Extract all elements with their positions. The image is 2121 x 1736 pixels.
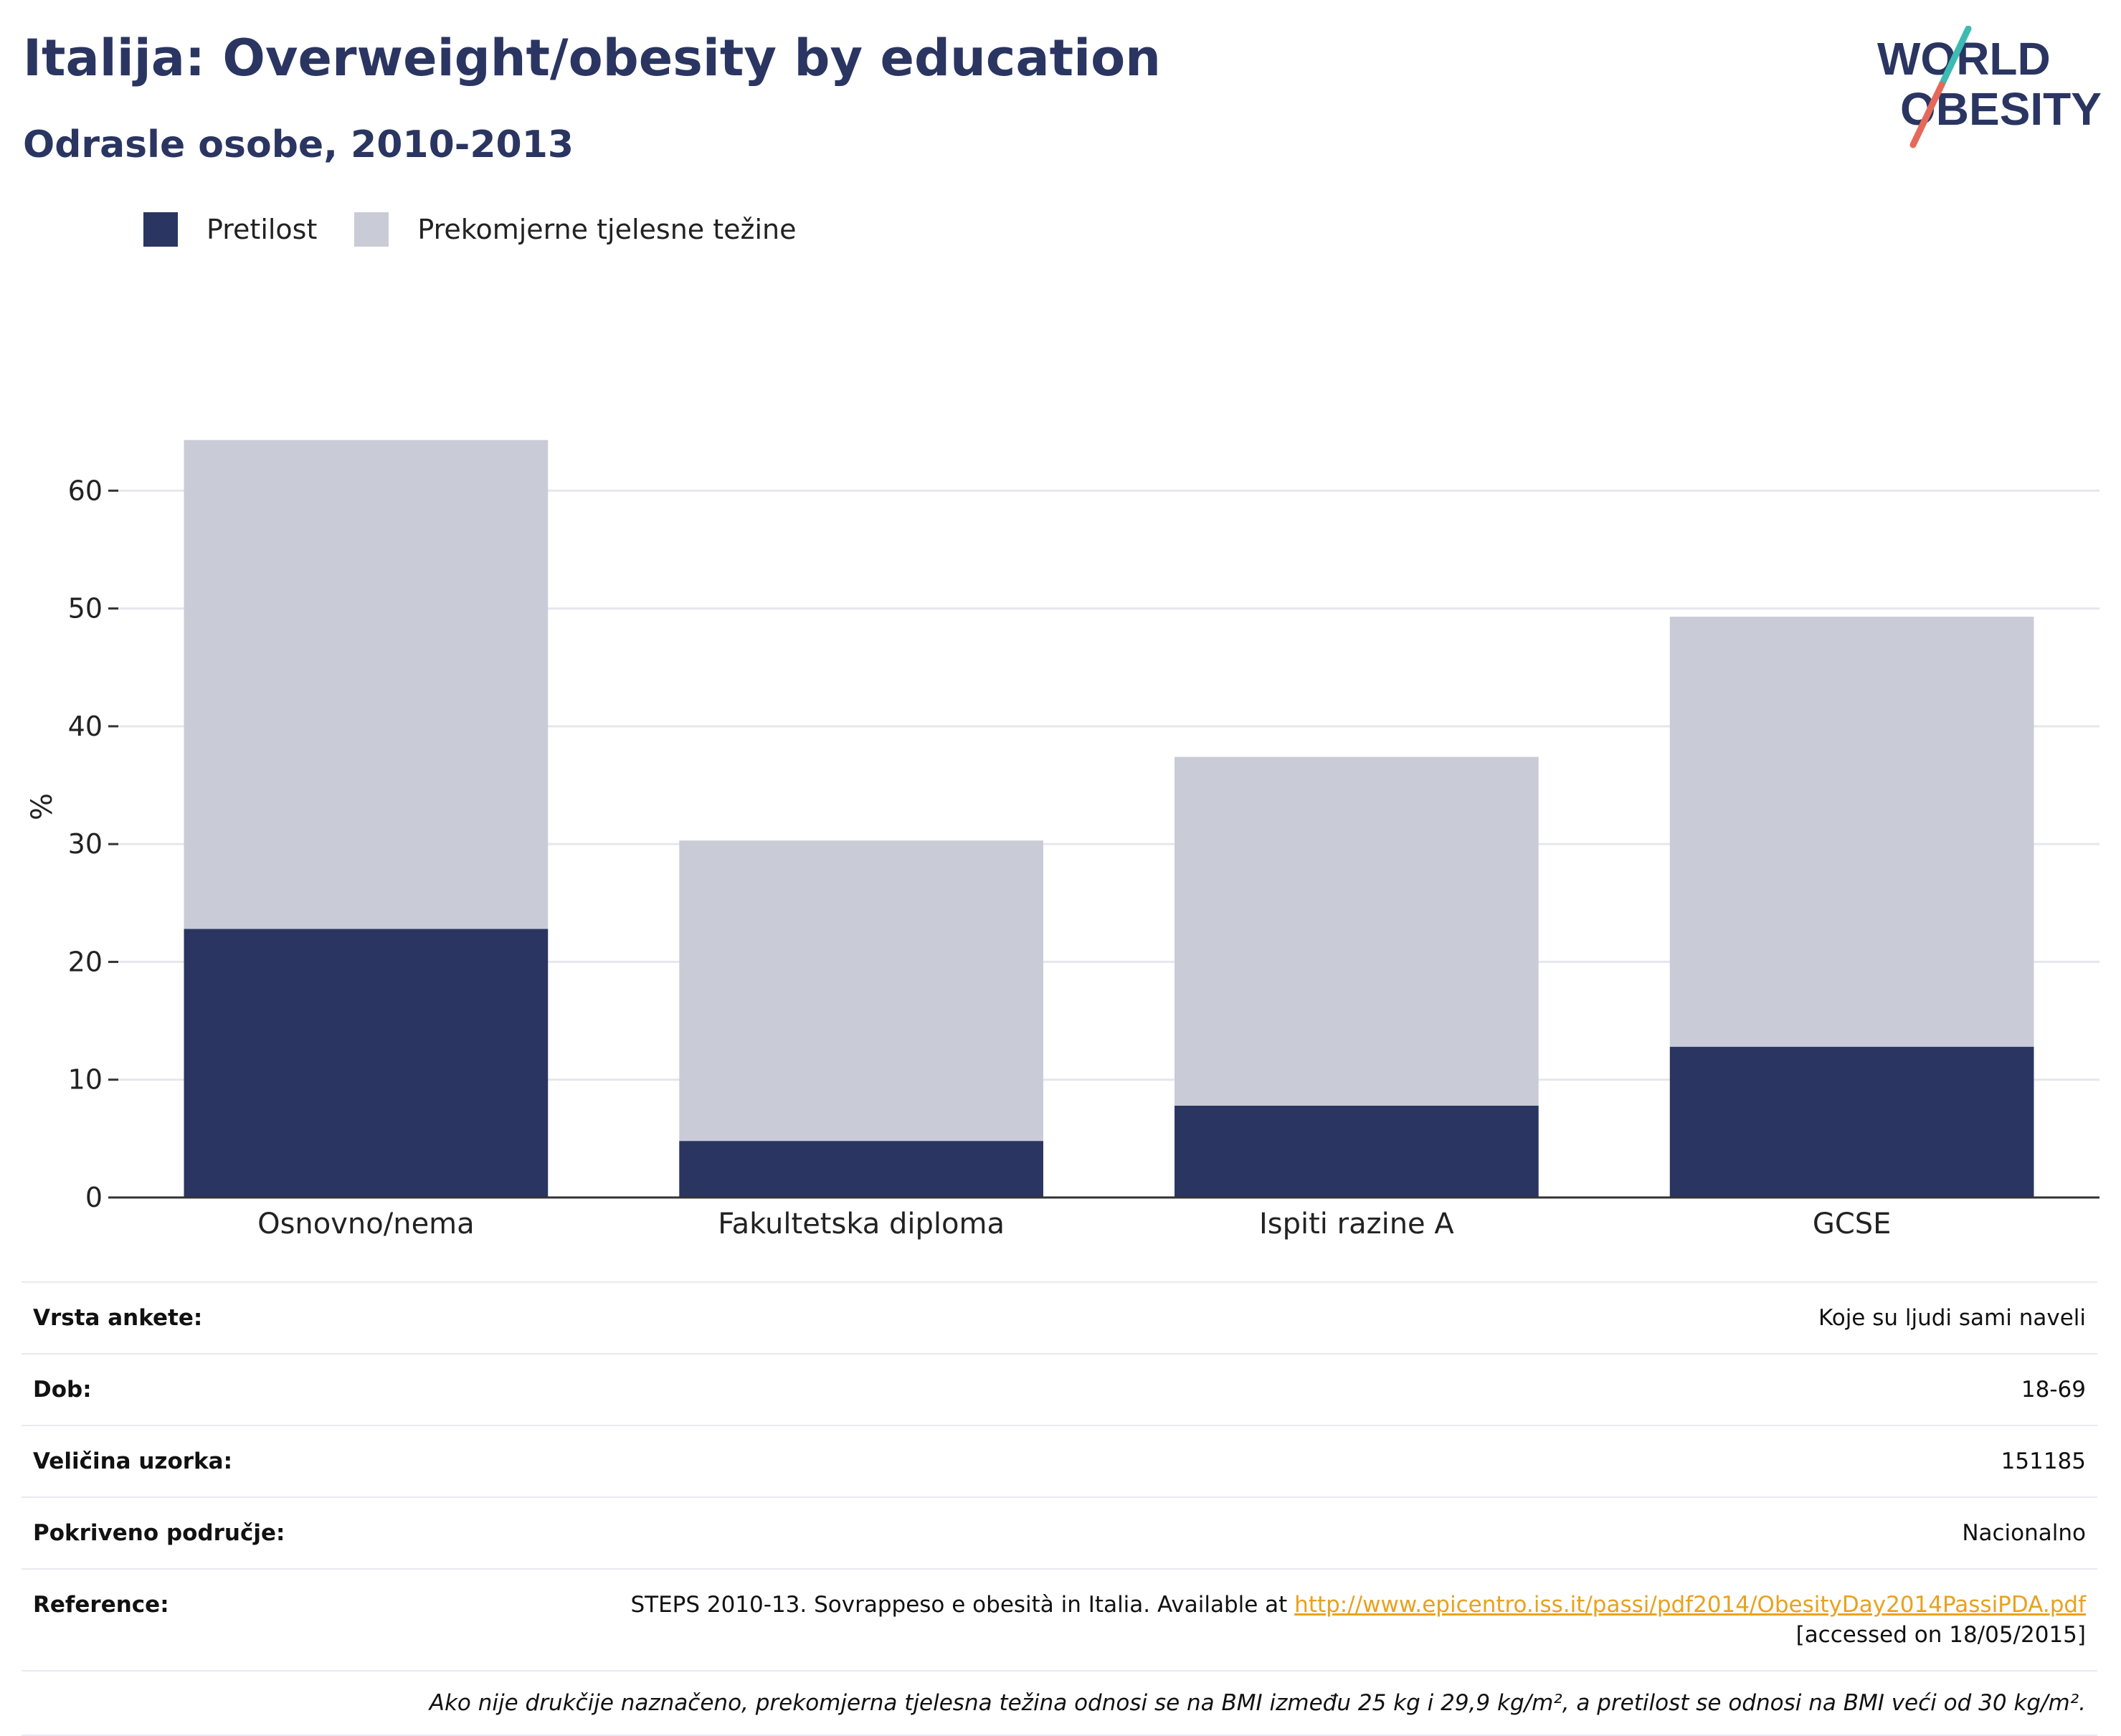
y-axis-label: % (26, 793, 59, 820)
legend-label-obesity: Pretilost (207, 214, 318, 245)
x-tick-label: Ispiti razine A (1259, 1208, 1454, 1241)
meta-value-reference: STEPS 2010-13. Sovrappeso e obesità in I… (630, 1590, 2086, 1650)
meta-label-age: Dob: (33, 1377, 92, 1403)
logo-slash-top (1938, 26, 1972, 88)
y-tick-label: 10 (68, 1064, 103, 1096)
meta-row-survey-type: Vrsta ankete: Koje su ljudi sami naveli (22, 1281, 2097, 1353)
meta-label-sample-size: Veličina uzorka: (33, 1448, 232, 1474)
y-tick-label: 30 (68, 828, 103, 860)
meta-value-age: 18-69 (2021, 1377, 2086, 1403)
bar-obesity (1175, 1105, 1539, 1197)
legend-item-overweight[interactable]: Prekomjerne tjelesne težine (354, 212, 797, 247)
bar-overweight (1175, 756, 1539, 1106)
meta-row-age: Dob: 18-69 (22, 1353, 2097, 1425)
legend-item-obesity[interactable]: Pretilost (143, 212, 317, 247)
meta-label-coverage: Pokriveno područje: (33, 1520, 285, 1546)
meta-value-sample-size: 151185 (2001, 1448, 2086, 1474)
world-obesity-logo: WORLD OBESITY (1877, 26, 2102, 148)
legend-swatch-overweight (354, 212, 389, 247)
meta-label-reference: Reference: (33, 1592, 169, 1618)
meta-row-reference: Reference: STEPS 2010-13. Sovrappeso e o… (22, 1568, 2097, 1670)
logo-text-obesity: OBESITY (1900, 83, 2102, 135)
logo-slash-bottom (1909, 81, 1945, 148)
chart-subtitle: Odrasle osobe, 2010-2013 (23, 123, 574, 166)
y-tick-label: 60 (68, 475, 103, 506)
reference-text: STEPS 2010-13. Sovrappeso e obesità in I… (630, 1592, 1295, 1618)
bar-overweight (679, 840, 1043, 1142)
x-tick-label: Osnovno/nema (257, 1208, 475, 1241)
y-tick-label: 0 (85, 1182, 103, 1213)
survey-info-table: Vrsta ankete: Koje su ljudi sami naveli … (22, 1281, 2097, 1736)
bmi-footnote: Ako nije drukčije naznačeno, prekomjerna… (22, 1670, 2097, 1736)
meta-value-survey-type: Koje su ljudi sami naveli (1818, 1305, 2086, 1331)
bar-overweight (1669, 617, 2034, 1047)
y-tick-label: 50 (68, 593, 103, 625)
reference-link[interactable]: http://www.epicentro.iss.it/passi/pdf201… (1294, 1592, 2086, 1618)
x-tick-label: GCSE (1813, 1208, 1892, 1241)
meta-row-sample-size: Veličina uzorka: 151185 (22, 1425, 2097, 1497)
legend-swatch-obesity (143, 212, 178, 247)
meta-label-survey-type: Vrsta ankete: (33, 1305, 203, 1331)
bar-obesity (1669, 1046, 2034, 1197)
meta-value-coverage: Nacionalno (1962, 1520, 2086, 1546)
bar-overweight (184, 440, 549, 929)
chart-title: Italija: Overweight/obesity by education (23, 29, 1161, 87)
y-tick-label: 20 (68, 946, 103, 977)
chart-legend: Pretilost Prekomjerne tjelesne težine (143, 212, 834, 247)
meta-row-coverage: Pokriveno područje: Nacionalno (22, 1497, 2097, 1568)
legend-label-overweight: Prekomjerne tjelesne težine (417, 214, 797, 245)
reference-accessed: [accessed on 18/05/2015] (1795, 1622, 2086, 1648)
bar-obesity (184, 929, 549, 1197)
x-tick-label: Fakultetska diploma (718, 1208, 1005, 1241)
bar-obesity (679, 1141, 1043, 1197)
y-tick-label: 40 (68, 711, 103, 742)
bar-chart: 0 10 20 30 40 50 60% Osnovno/nema Fakultetska di… (26, 440, 2099, 1241)
